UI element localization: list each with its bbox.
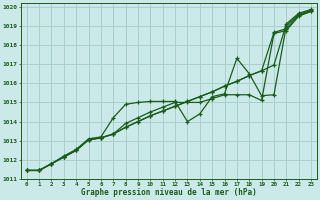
X-axis label: Graphe pression niveau de la mer (hPa): Graphe pression niveau de la mer (hPa) (81, 188, 257, 197)
